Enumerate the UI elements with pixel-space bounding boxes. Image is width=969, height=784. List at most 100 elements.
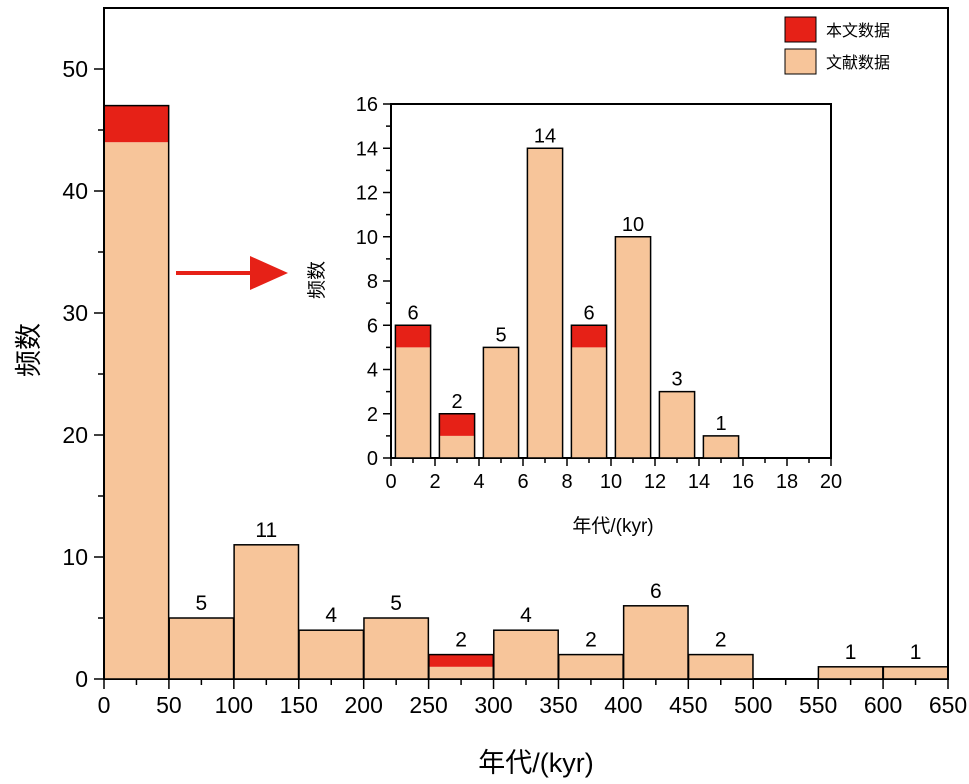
legend-label-this-study: 本文数据 — [826, 22, 890, 40]
main-bar-value-label: 6 — [650, 580, 662, 603]
main-bar-literature — [818, 666, 883, 679]
inset-bar-literature — [615, 236, 651, 458]
main-bar-this-study — [428, 654, 494, 667]
main-y-tick-label: 20 — [62, 422, 88, 448]
inset-bar-literature — [703, 435, 739, 458]
main-bar-outline — [622, 605, 689, 680]
inset-bar-value-label: 14 — [534, 125, 556, 147]
inset-y-tick-label: 14 — [356, 138, 378, 160]
main-bar-value-label: 2 — [455, 629, 467, 652]
inset-x-tick-label: 6 — [517, 471, 528, 493]
inset-bar-literature — [659, 391, 695, 458]
zoom-arrow-head — [250, 256, 288, 290]
zoom-arrow — [176, 256, 288, 290]
main-bar-value-label: 2 — [585, 629, 597, 652]
inset-bar-literature — [483, 347, 519, 458]
main-bar-literature — [623, 605, 689, 679]
inset-y-tick-label: 12 — [356, 183, 378, 205]
inset-bar-value-label: 2 — [451, 391, 462, 413]
legend: 本文数据 文献数据 — [784, 16, 890, 75]
main-x-tick-label: 100 — [215, 692, 253, 718]
main-bar-value-label: 4 — [520, 604, 532, 627]
main-x-tick-label: 150 — [280, 692, 318, 718]
inset-bar-outline — [658, 390, 696, 459]
main-bar-value-label: 11 — [255, 519, 277, 542]
main-bar-literature — [104, 142, 169, 679]
inset-y-tick-label: 0 — [367, 448, 378, 470]
legend-label-literature: 文献数据 — [826, 54, 890, 72]
main-bar-outline — [363, 617, 430, 680]
main-x-tick-label: 650 — [929, 692, 967, 718]
main-x-tick-label: 0 — [98, 692, 111, 718]
inset-y-tick-label: 8 — [367, 271, 378, 293]
inset-y-tick-label: 4 — [367, 360, 378, 382]
inset-y-tick-label: 10 — [356, 227, 378, 249]
inset-bar-outline — [482, 346, 520, 459]
inset-bar-literature — [395, 347, 431, 458]
main-x-tick-label: 250 — [409, 692, 447, 718]
inset-bar-value-label: 6 — [407, 302, 418, 324]
main-x-tick-label: 550 — [799, 692, 837, 718]
inset-bar-outline — [526, 147, 564, 459]
inset-bars — [394, 147, 740, 459]
main-y-tick-label: 50 — [62, 56, 88, 82]
main-bar-this-study — [104, 105, 169, 143]
main-x-tick-label: 500 — [734, 692, 772, 718]
inset-bar-literature — [571, 347, 607, 458]
inset-bar-outline — [570, 324, 608, 459]
main-y-tick-label: 40 — [62, 178, 88, 204]
legend-swatch-this-study — [784, 16, 817, 43]
inset-y-tick-label: 16 — [356, 94, 378, 116]
main-bar-value-label: 2 — [715, 629, 727, 652]
inset-bar-outline — [438, 413, 476, 459]
inset-bar-outline — [614, 236, 652, 459]
main-bar-literature — [234, 544, 299, 679]
main-bar-literature — [363, 618, 429, 679]
main-bar-literature — [883, 666, 948, 679]
inset-bar-outline — [394, 324, 432, 459]
inset-y-tick-label: 2 — [367, 404, 378, 426]
main-x-tick-label: 400 — [604, 692, 642, 718]
main-x-tick-label: 350 — [539, 692, 577, 718]
main-x-tick-label: 200 — [345, 692, 383, 718]
inset-x-tick-label: 8 — [561, 471, 572, 493]
inset-bar-value-label: 6 — [583, 302, 594, 324]
inset-x-tick-label: 16 — [732, 471, 754, 493]
main-y-axis-title: 频数 — [14, 323, 44, 377]
inset-bar-this-study — [439, 413, 475, 436]
main-bar-literature — [299, 630, 364, 679]
main-bar-value-label: 5 — [390, 592, 402, 615]
main-bar-literature — [169, 618, 234, 679]
inset-x-tick-label: 0 — [385, 471, 396, 493]
inset-x-tick-label: 4 — [473, 471, 484, 493]
main-bar-literature — [493, 630, 559, 679]
main-bar-literature — [428, 666, 494, 679]
inset-plot-frame — [390, 103, 832, 459]
main-bar-outline — [103, 104, 170, 680]
main-y-tick-label: 10 — [62, 544, 88, 570]
inset-x-tick-label: 18 — [776, 471, 798, 493]
inset-bar-value-label: 5 — [495, 324, 506, 346]
inset-x-tick-label: 12 — [644, 471, 666, 493]
inset-bar-value-label: 1 — [715, 413, 726, 435]
main-x-tick-label: 300 — [474, 692, 512, 718]
main-bar-outline — [687, 653, 754, 680]
inset-x-axis-title: 年代/(kyr) — [572, 515, 653, 537]
inset-x-tick-label: 20 — [820, 471, 842, 493]
main-bar-value-label: 5 — [196, 592, 208, 615]
inset-bar-literature — [527, 148, 563, 458]
main-bar-outline — [233, 544, 300, 680]
main-x-axis-title: 年代/(kyr) — [478, 748, 593, 778]
main-bar-value-label: 1 — [910, 641, 922, 664]
main-bar-literature — [688, 654, 753, 679]
inset-y-tick-label: 6 — [367, 315, 378, 337]
inset-x-tick-label: 2 — [429, 471, 440, 493]
inset-bar-outline — [702, 435, 740, 459]
main-bar-value-label: 1 — [845, 641, 857, 664]
inset-bar-this-study — [571, 325, 607, 348]
inset-bar-value-label: 10 — [622, 214, 644, 236]
main-x-tick-label: 50 — [156, 692, 182, 718]
